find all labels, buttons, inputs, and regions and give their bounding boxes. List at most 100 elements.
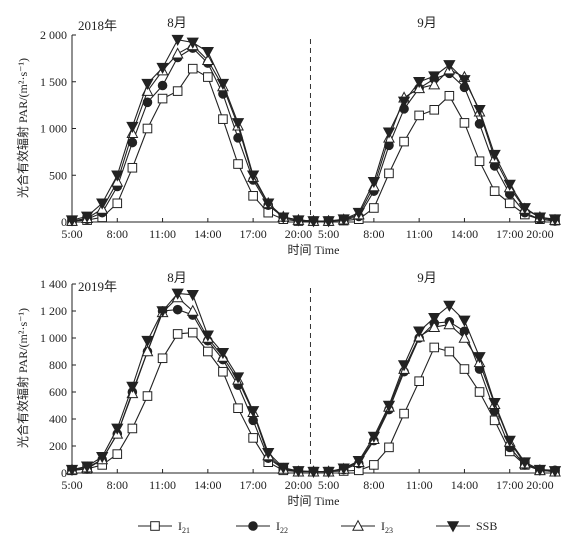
y-tick-label: 1 500 (40, 75, 67, 89)
data-point-ssb (277, 212, 290, 224)
data-point-i23 (428, 320, 441, 332)
data-point-ssb (413, 326, 426, 338)
data-point-ssb (141, 78, 154, 90)
data-point-i21 (233, 403, 243, 413)
panel-2: 0 200 400 600 800 1 000 1 200 1 400 5:00 8:00 11:0… (15, 270, 562, 508)
data-point-ssb (201, 47, 214, 59)
data-point-i21 (218, 114, 228, 124)
data-point-i21 (248, 433, 258, 443)
x-tick-label: 8:00 (363, 227, 384, 241)
panel-year-label: 2018年 (78, 18, 117, 33)
data-point-ssb (352, 207, 365, 219)
x-tick-label: 17:00 (239, 227, 266, 241)
data-point-i21 (429, 105, 440, 115)
data-point-i21 (187, 327, 198, 338)
data-point-i23 (428, 78, 441, 90)
data-point-ssb (171, 288, 184, 300)
y-tick-label: 200 (49, 439, 67, 453)
data-point-i21 (384, 442, 394, 453)
data-point-ssb (201, 330, 214, 342)
x-tick-label: 11:00 (149, 227, 176, 241)
x-tick-label: 17:00 (496, 227, 523, 241)
data-point-ssb (367, 176, 381, 189)
data-point-i21 (444, 90, 455, 101)
month-label-august: 8月 (167, 15, 187, 30)
data-point-ssb (397, 96, 411, 108)
data-point-i21 (414, 376, 424, 386)
data-point-i21 (233, 159, 243, 169)
data-point-i21 (248, 191, 258, 201)
data-point-i21 (112, 198, 123, 209)
data-point-i21 (414, 110, 424, 121)
month-label-september: 9月 (417, 15, 437, 30)
data-point-ssb (65, 215, 79, 227)
data-point-ssb (307, 466, 320, 478)
data-point-ssb (96, 452, 109, 464)
x-tick-label: 5:00 (318, 478, 339, 492)
x-tick-label: 17:00 (239, 478, 266, 492)
data-point-ssb (413, 76, 426, 89)
legend-item-i23: I23 (341, 519, 393, 535)
data-point-ssb (80, 461, 94, 473)
data-point-i22 (172, 304, 183, 315)
y-tick-label: 0 (61, 466, 67, 480)
data-point-ssb (337, 214, 350, 226)
legend-label: I21 (178, 519, 190, 535)
y-axis-title: 光合有效辐射 PAR/(m²·s⁻¹) (15, 58, 30, 198)
data-point-ssb (428, 312, 441, 325)
data-point-i21 (444, 346, 455, 357)
data-point-i21 (187, 63, 198, 74)
data-point-ssb (488, 149, 501, 162)
data-point-i21 (459, 364, 470, 374)
data-point-ssb (292, 215, 305, 227)
y-tick-label: 2 000 (40, 28, 67, 42)
data-point-ssb (443, 300, 456, 312)
data-point-i21 (369, 460, 379, 470)
data-point-i21 (489, 186, 500, 196)
y-tick-label: 1 000 (40, 122, 67, 136)
data-point-ssb (337, 463, 350, 475)
series-i21 (67, 327, 560, 477)
data-point-i21 (112, 449, 123, 459)
series-i22 (67, 304, 560, 477)
data-point-ssb (503, 179, 516, 191)
data-point-i21 (127, 162, 138, 173)
y-tick-label: 1 000 (40, 331, 67, 345)
x-tick-label: 11:00 (406, 478, 433, 492)
data-point-ssb (397, 360, 411, 372)
y-tick-label: 1 200 (40, 304, 67, 318)
data-point-ssb (156, 62, 169, 75)
data-point-i21 (384, 168, 394, 179)
data-point-ssb (246, 170, 260, 182)
data-point-ssb (458, 75, 471, 87)
y-tick-label: 0 (61, 215, 67, 229)
data-point-ssb (262, 447, 275, 460)
data-point-i21 (157, 93, 168, 104)
data-point-ssb (65, 464, 79, 476)
series-ssb (65, 34, 562, 228)
x-tick-label: 11:00 (406, 227, 433, 241)
data-point-ssb (367, 431, 381, 443)
series-ssb (65, 288, 562, 478)
data-point-ssb (548, 214, 562, 226)
legend-label: SSB (476, 519, 497, 533)
data-point-i21 (157, 353, 168, 364)
data-point-ssb (141, 335, 154, 348)
legend-label: I23 (381, 519, 393, 535)
data-point-i21 (504, 198, 515, 209)
legend-marker (248, 521, 258, 531)
x-tick-label: 8:00 (107, 478, 128, 492)
x-tick-label: 8:00 (107, 227, 128, 241)
data-point-ssb (503, 435, 516, 447)
series-i22 (67, 43, 560, 226)
y-tick-label: 400 (49, 412, 67, 426)
data-point-ssb (186, 290, 199, 302)
data-point-ssb (382, 127, 396, 139)
legend-marker (352, 519, 364, 531)
data-point-i21 (142, 123, 153, 134)
data-point-i21 (399, 408, 409, 419)
panel-year-label: 2019年 (78, 279, 117, 294)
data-point-i21 (474, 387, 485, 397)
x-tick-label: 5:00 (61, 478, 82, 492)
data-point-ssb (80, 211, 94, 223)
